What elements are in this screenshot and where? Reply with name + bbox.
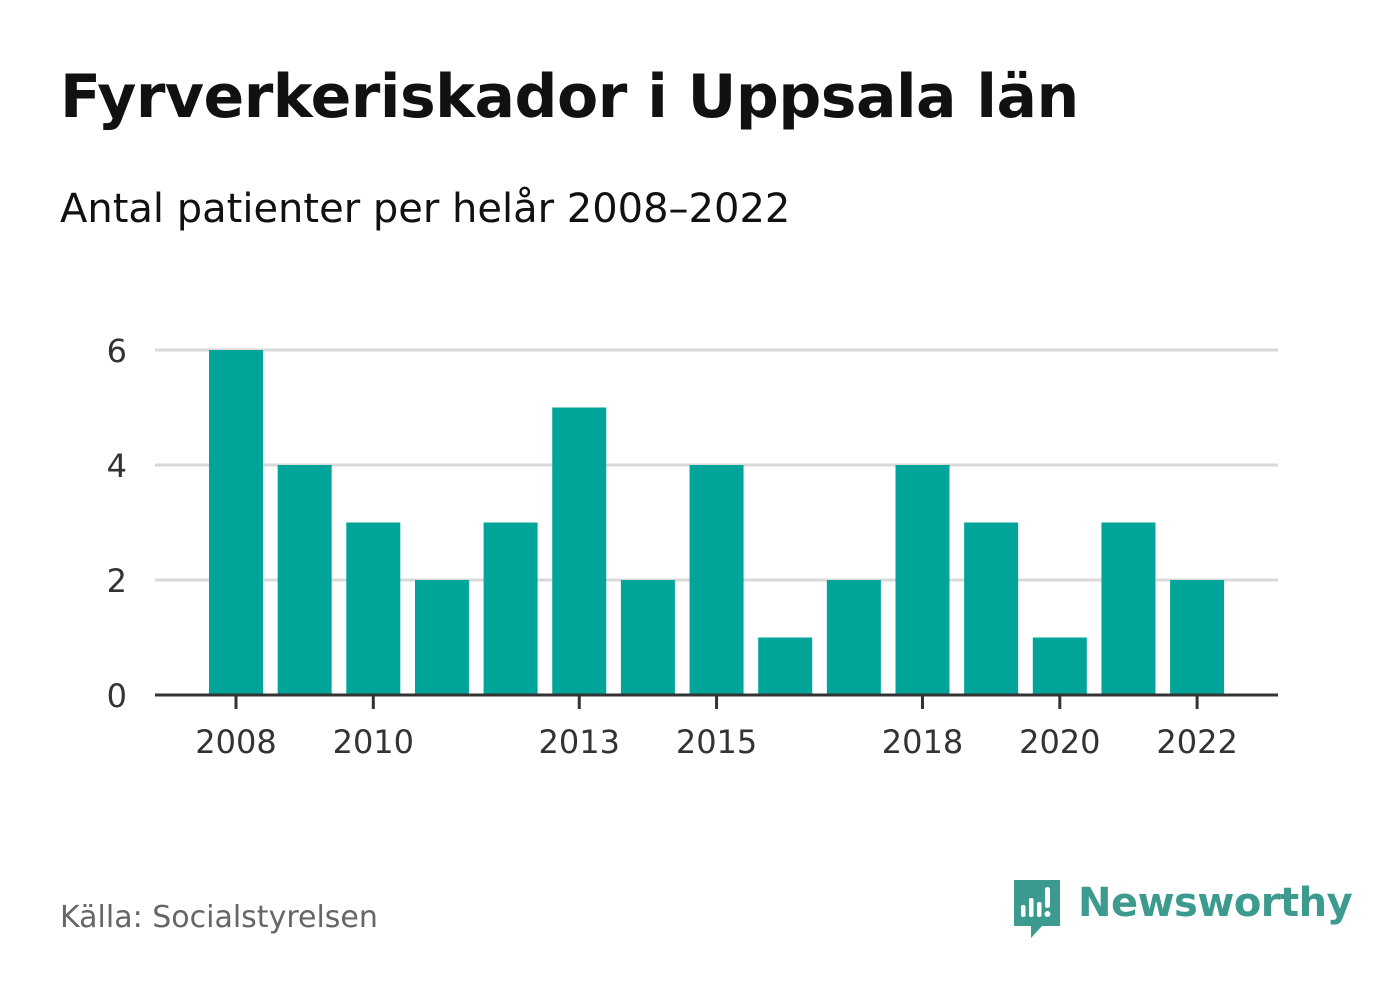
bar-2021 — [1101, 522, 1156, 695]
y-tick-label: 4 — [107, 447, 127, 485]
bar-2016 — [758, 637, 813, 695]
brand-mark: Newsworthy — [1012, 878, 1353, 942]
axes — [155, 693, 1278, 709]
y-tick-label: 2 — [107, 562, 127, 600]
x-tick-label: 2010 — [333, 723, 414, 761]
brand-name: Newsworthy — [1078, 880, 1353, 926]
bar-2019 — [964, 522, 1019, 695]
bar-2013 — [552, 407, 607, 695]
y-tick-label: 0 — [107, 677, 127, 715]
chart-title: Fyrverkeriskador i Uppsala län — [60, 62, 1079, 132]
x-tick-label: 2013 — [539, 723, 620, 761]
bar-2011 — [414, 580, 469, 695]
bar-2017 — [826, 580, 881, 695]
bar-2008 — [209, 350, 263, 695]
bar-2020 — [1032, 637, 1087, 695]
bar-2009 — [277, 465, 332, 695]
tick-labels: 0 2 4 6 2008 2010 2013 2015 2018 2020 2022 — [107, 332, 1238, 761]
bar-2012 — [483, 522, 538, 695]
bar-2014 — [620, 580, 675, 695]
source-note: Källa: Socialstyrelsen — [60, 900, 378, 935]
x-tick-label: 2008 — [195, 723, 276, 761]
x-tick-label: 2020 — [1019, 723, 1100, 761]
bar-2015 — [689, 465, 744, 695]
bars — [209, 350, 1225, 695]
x-tick-label: 2018 — [882, 723, 963, 761]
y-tick-label: 6 — [107, 332, 127, 370]
chart-subtitle: Antal patienter per helår 2008–2022 — [60, 186, 791, 232]
newsworthy-logo-icon — [1014, 880, 1060, 938]
x-tick-label: 2022 — [1156, 723, 1237, 761]
bar-2018 — [895, 465, 950, 695]
bar-2010 — [346, 522, 401, 695]
x-tick-label: 2015 — [676, 723, 757, 761]
bar-2022 — [1170, 580, 1225, 695]
